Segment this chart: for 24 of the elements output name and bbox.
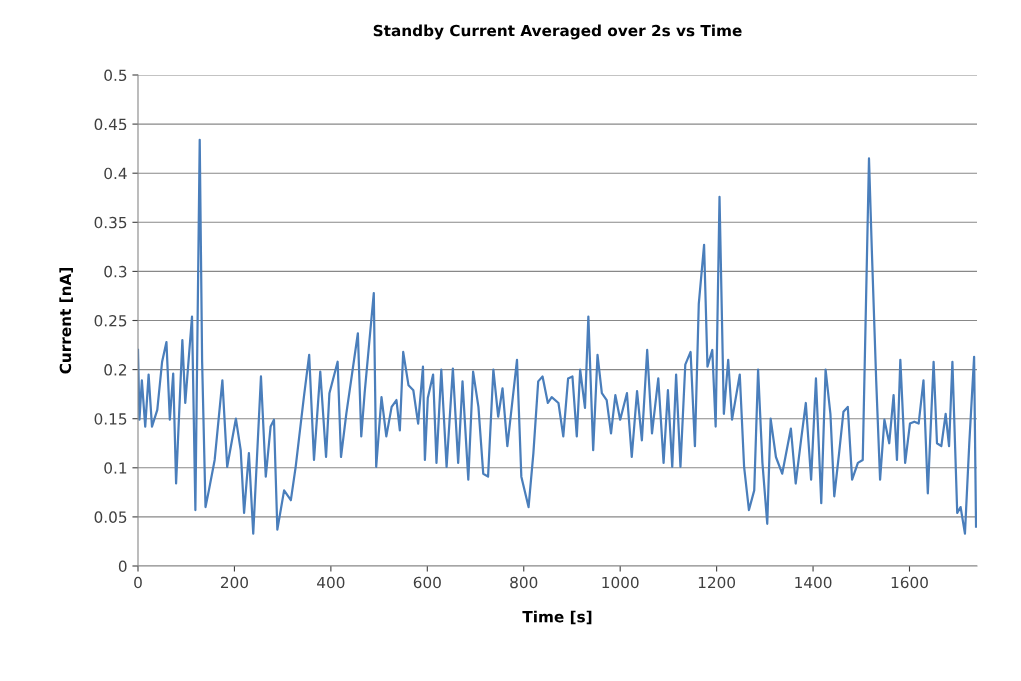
x-axis-title: Time [s] (522, 610, 592, 625)
x-tick-label: 1600 (891, 576, 928, 589)
y-tick-label: 0 (118, 560, 127, 573)
y-tick-label: 0.15 (94, 413, 127, 425)
y-tick-label: 0.3 (104, 265, 127, 278)
y-tick-label: 0.05 (94, 511, 127, 523)
y-tick-label: 0.35 (94, 216, 127, 229)
x-tick-label: 600 (413, 576, 441, 589)
y-tick-label: 0.45 (94, 118, 127, 131)
y-tick-label: 0.2 (104, 364, 127, 376)
x-tick-label: 1400 (795, 576, 832, 589)
line-series (138, 138, 977, 535)
x-tick-label: 1200 (698, 576, 736, 589)
x-tick-label: 0 (134, 576, 142, 589)
x-tick-label: 800 (510, 576, 538, 589)
y-tick-label: 0.1 (104, 462, 127, 474)
x-tick-label: 200 (220, 576, 248, 589)
x-tick-label: 1000 (602, 576, 639, 589)
y-axis-title: Current [nA] (59, 267, 73, 374)
chart-title: Standby Current Averaged over 2s vs Time (373, 24, 742, 40)
x-tick-label: 400 (317, 576, 345, 589)
y-tick-label: 0.4 (104, 167, 127, 180)
y-tick-label: 0.5 (104, 69, 127, 82)
y-tick-label: 0.25 (94, 314, 127, 327)
